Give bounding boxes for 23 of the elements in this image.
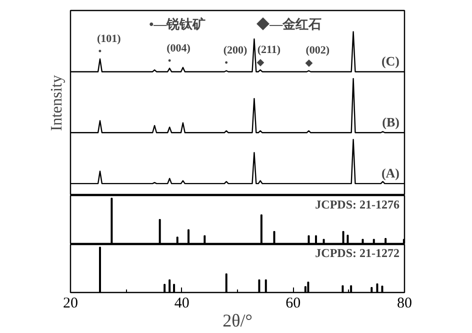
x-tick-label: 80: [397, 296, 412, 312]
annotation: (211): [257, 44, 281, 56]
x-tick-label: 60: [286, 296, 301, 312]
annotation: (101): [97, 32, 122, 45]
annotation: (004): [166, 42, 191, 54]
annotation: ◆: [256, 56, 265, 67]
x-tick-label: 20: [63, 296, 78, 312]
series-label: (B): [382, 114, 400, 130]
annotation: (002): [306, 44, 330, 57]
annotation: JCPDS: 21-1272: [315, 246, 400, 260]
annotation: JCPDS: 21-1276: [315, 197, 400, 212]
x-tick-label: 40: [174, 296, 190, 312]
text: •—锐钛矿: [149, 16, 206, 32]
x-axis-title: 2θ/°: [222, 310, 252, 330]
series-label: (A): [381, 165, 400, 180]
annotation: (200): [223, 44, 248, 57]
text: ◆—金红石: [256, 16, 322, 32]
y-axis-title: Intensity: [48, 74, 66, 131]
annotation: ◆: [304, 58, 314, 68]
annotation: •: [224, 58, 228, 68]
series-label: (C): [381, 53, 400, 68]
annotation: •: [168, 55, 172, 66]
annotation: •: [98, 46, 102, 56]
